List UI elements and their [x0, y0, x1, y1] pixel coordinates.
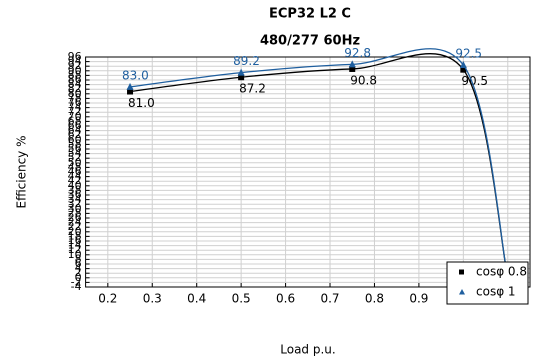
y-tick-label: 48: [68, 160, 82, 173]
data-label: 87.2: [239, 82, 266, 96]
x-tick-label: 0.4: [187, 292, 206, 306]
x-tick-label: 0.2: [98, 292, 117, 306]
marker: [237, 68, 245, 76]
y-tick-label: 6: [75, 257, 82, 270]
y-tick-label: 94: [68, 55, 82, 68]
y-tick-label: 54: [68, 147, 82, 160]
y-tick-label: 32: [68, 197, 82, 210]
y-tick-label: 14: [68, 239, 82, 252]
data-label: 81.0: [128, 96, 155, 110]
y-tick-label: 28: [68, 206, 82, 219]
y-tick-label: 56: [68, 142, 82, 155]
data-label: 90.5: [461, 74, 488, 88]
y-tick-label: 50: [68, 156, 82, 169]
chart-subtitle: 480/277 60Hz: [260, 34, 360, 49]
y-tick-label: 18: [68, 229, 82, 242]
y-tick-label: 66: [68, 119, 82, 132]
y-tick-label: -4: [71, 280, 82, 293]
marker: [127, 88, 134, 95]
y-tick-label: 30: [68, 202, 82, 215]
series-line: [129, 53, 509, 278]
legend-marker: [459, 269, 464, 275]
marker: [460, 66, 467, 73]
legend-box: [446, 261, 529, 305]
y-tick-label: 22: [68, 220, 82, 233]
y-axis-label: Efficiency %: [15, 135, 29, 208]
y-tick-label: 16: [68, 234, 82, 247]
marker: [459, 61, 467, 69]
marker: [126, 82, 134, 90]
y-tick-label: 12: [68, 243, 82, 256]
y-tick-label: 78: [68, 91, 82, 104]
y-tick-label: -2: [71, 275, 82, 288]
y-tick-label: 74: [68, 101, 82, 114]
marker: [349, 65, 356, 72]
y-tick-label: 76: [68, 96, 82, 109]
y-tick-label: 70: [68, 110, 82, 123]
y-tick-label: 84: [68, 78, 82, 91]
y-tick-label: 96: [68, 50, 82, 63]
y-tick-label: 4: [75, 262, 82, 275]
y-tick-label: 42: [68, 174, 82, 187]
legend-marker: [459, 289, 465, 295]
y-tick-label: 8: [75, 252, 82, 265]
y-tick-label: 90: [68, 64, 82, 77]
x-tick-label: 0.5: [232, 292, 251, 306]
x-tick-label: 0.7: [320, 292, 339, 306]
y-tick-label: 20: [68, 225, 82, 238]
y-tick-label: 36: [68, 188, 82, 201]
y-tick-label: 82: [68, 82, 82, 95]
chart-title: ECP32 L2 C: [269, 7, 351, 22]
data-label: 83.0: [122, 68, 149, 82]
y-tick-label: 80: [68, 87, 82, 100]
data-label: 92.5: [455, 47, 482, 61]
plot-frame: [85, 56, 531, 288]
series-line: [129, 48, 509, 278]
legend-label: cosφ 0.8: [476, 265, 527, 279]
y-tick-label: 88: [68, 68, 82, 81]
marker: [238, 74, 245, 81]
y-tick-label: 52: [68, 151, 82, 164]
y-tick-label: 46: [68, 165, 82, 178]
y-tick-label: 24: [68, 216, 82, 229]
y-tick-label: 40: [68, 179, 82, 192]
y-tick-label: 62: [68, 128, 82, 141]
x-tick-label: 0.6: [276, 292, 295, 306]
marker: [348, 60, 356, 68]
y-tick-label: 26: [68, 211, 82, 224]
x-tick-label: 0.8: [365, 292, 384, 306]
y-tick-label: 38: [68, 183, 82, 196]
y-tick-label: 92: [68, 59, 82, 72]
x-tick-label: 0.9: [409, 292, 428, 306]
y-tick-label: 0: [75, 271, 82, 284]
y-tick-label: 58: [68, 137, 82, 150]
data-label: 89.2: [233, 54, 260, 68]
y-tick-label: 86: [68, 73, 82, 86]
y-tick-label: 72: [68, 105, 82, 118]
y-tick-label: 60: [68, 133, 82, 146]
y-tick-label: 44: [68, 170, 82, 183]
legend: cosφ 0.8 cosφ 1: [446, 261, 529, 305]
y-tick-label: 2: [75, 266, 82, 279]
y-tick-label: 10: [68, 248, 82, 261]
x-tick-label: 0.3: [143, 292, 162, 306]
y-tick-label: 34: [68, 193, 82, 206]
data-label: 92.8: [344, 46, 371, 60]
x-axis-label: Load p.u.: [280, 343, 335, 357]
legend-label: cosφ 1: [476, 285, 516, 299]
y-tick-label: 68: [68, 114, 82, 127]
data-label: 90.8: [350, 73, 377, 87]
y-tick-label: 64: [68, 124, 82, 137]
